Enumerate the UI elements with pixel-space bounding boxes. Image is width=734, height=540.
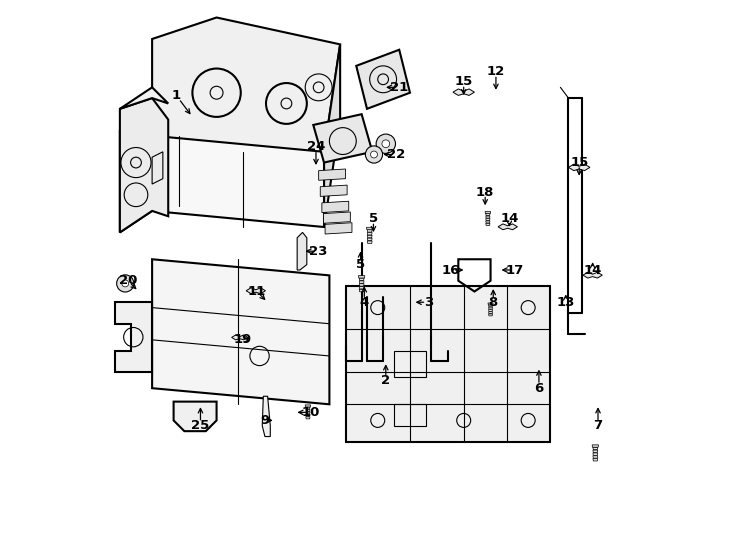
Text: 10: 10	[302, 406, 320, 419]
Polygon shape	[485, 212, 490, 214]
Text: 20: 20	[119, 274, 137, 287]
Polygon shape	[356, 50, 410, 109]
Polygon shape	[358, 275, 365, 278]
Circle shape	[122, 280, 128, 287]
Polygon shape	[593, 456, 597, 458]
Text: 5: 5	[369, 212, 378, 226]
Polygon shape	[366, 227, 373, 230]
Text: 17: 17	[506, 264, 524, 276]
Polygon shape	[453, 89, 474, 96]
Polygon shape	[152, 259, 330, 404]
Polygon shape	[325, 222, 352, 234]
Polygon shape	[306, 417, 310, 419]
Polygon shape	[486, 214, 490, 215]
Text: 8: 8	[489, 296, 498, 309]
Text: 16: 16	[441, 264, 459, 276]
Polygon shape	[488, 303, 493, 305]
Polygon shape	[152, 17, 340, 152]
Polygon shape	[306, 412, 310, 414]
Polygon shape	[359, 284, 364, 286]
Polygon shape	[305, 405, 310, 407]
Polygon shape	[367, 241, 372, 244]
Polygon shape	[583, 272, 603, 278]
Polygon shape	[359, 287, 364, 289]
Polygon shape	[313, 114, 372, 163]
Polygon shape	[498, 224, 517, 230]
Polygon shape	[115, 302, 152, 372]
Polygon shape	[367, 238, 372, 241]
Polygon shape	[489, 307, 493, 309]
Circle shape	[376, 134, 396, 153]
Polygon shape	[324, 212, 350, 223]
Text: 25: 25	[192, 419, 210, 433]
Polygon shape	[120, 109, 152, 232]
Text: 21: 21	[390, 81, 408, 94]
Polygon shape	[367, 233, 372, 235]
Text: 24: 24	[307, 140, 325, 153]
Polygon shape	[346, 286, 550, 442]
Polygon shape	[359, 281, 364, 284]
Polygon shape	[319, 169, 346, 180]
Polygon shape	[593, 453, 597, 455]
Polygon shape	[262, 396, 270, 436]
Polygon shape	[306, 414, 310, 416]
Polygon shape	[486, 224, 490, 226]
Polygon shape	[593, 450, 597, 453]
Text: 9: 9	[261, 414, 269, 427]
Text: 5: 5	[356, 258, 365, 271]
Text: 12: 12	[487, 65, 505, 78]
Polygon shape	[359, 278, 364, 280]
Circle shape	[366, 146, 382, 163]
Text: 7: 7	[594, 419, 603, 433]
Polygon shape	[486, 219, 490, 220]
Polygon shape	[174, 402, 217, 431]
Text: 13: 13	[556, 296, 575, 309]
Polygon shape	[324, 44, 340, 227]
Polygon shape	[486, 221, 490, 223]
Polygon shape	[593, 458, 597, 461]
Polygon shape	[120, 98, 168, 232]
Polygon shape	[489, 314, 493, 316]
Polygon shape	[367, 230, 372, 232]
Polygon shape	[246, 288, 266, 294]
Text: 18: 18	[476, 186, 495, 199]
Polygon shape	[322, 201, 349, 213]
Polygon shape	[489, 312, 493, 314]
Text: 3: 3	[424, 296, 433, 309]
Polygon shape	[486, 216, 490, 218]
Polygon shape	[367, 235, 372, 238]
Circle shape	[117, 275, 134, 292]
Polygon shape	[593, 447, 597, 450]
Polygon shape	[320, 185, 347, 197]
Text: 15: 15	[454, 76, 473, 89]
Text: 19: 19	[233, 333, 252, 346]
Text: 11: 11	[248, 285, 266, 298]
Text: 14: 14	[500, 212, 518, 226]
Polygon shape	[489, 305, 493, 307]
Polygon shape	[359, 289, 364, 292]
Circle shape	[371, 151, 377, 158]
Polygon shape	[568, 164, 590, 171]
Polygon shape	[232, 335, 248, 340]
Polygon shape	[120, 87, 168, 109]
Text: 22: 22	[388, 148, 406, 161]
Text: 4: 4	[360, 296, 369, 309]
Text: 14: 14	[584, 264, 602, 276]
Text: 15: 15	[570, 156, 589, 169]
Polygon shape	[152, 136, 324, 227]
Polygon shape	[306, 409, 310, 411]
Text: 1: 1	[172, 89, 181, 102]
Polygon shape	[297, 232, 307, 270]
Polygon shape	[592, 445, 598, 447]
Polygon shape	[489, 309, 493, 312]
Polygon shape	[306, 407, 310, 409]
Text: 6: 6	[534, 382, 544, 395]
Text: 2: 2	[381, 374, 390, 387]
Circle shape	[382, 140, 390, 147]
Text: 23: 23	[310, 245, 328, 258]
